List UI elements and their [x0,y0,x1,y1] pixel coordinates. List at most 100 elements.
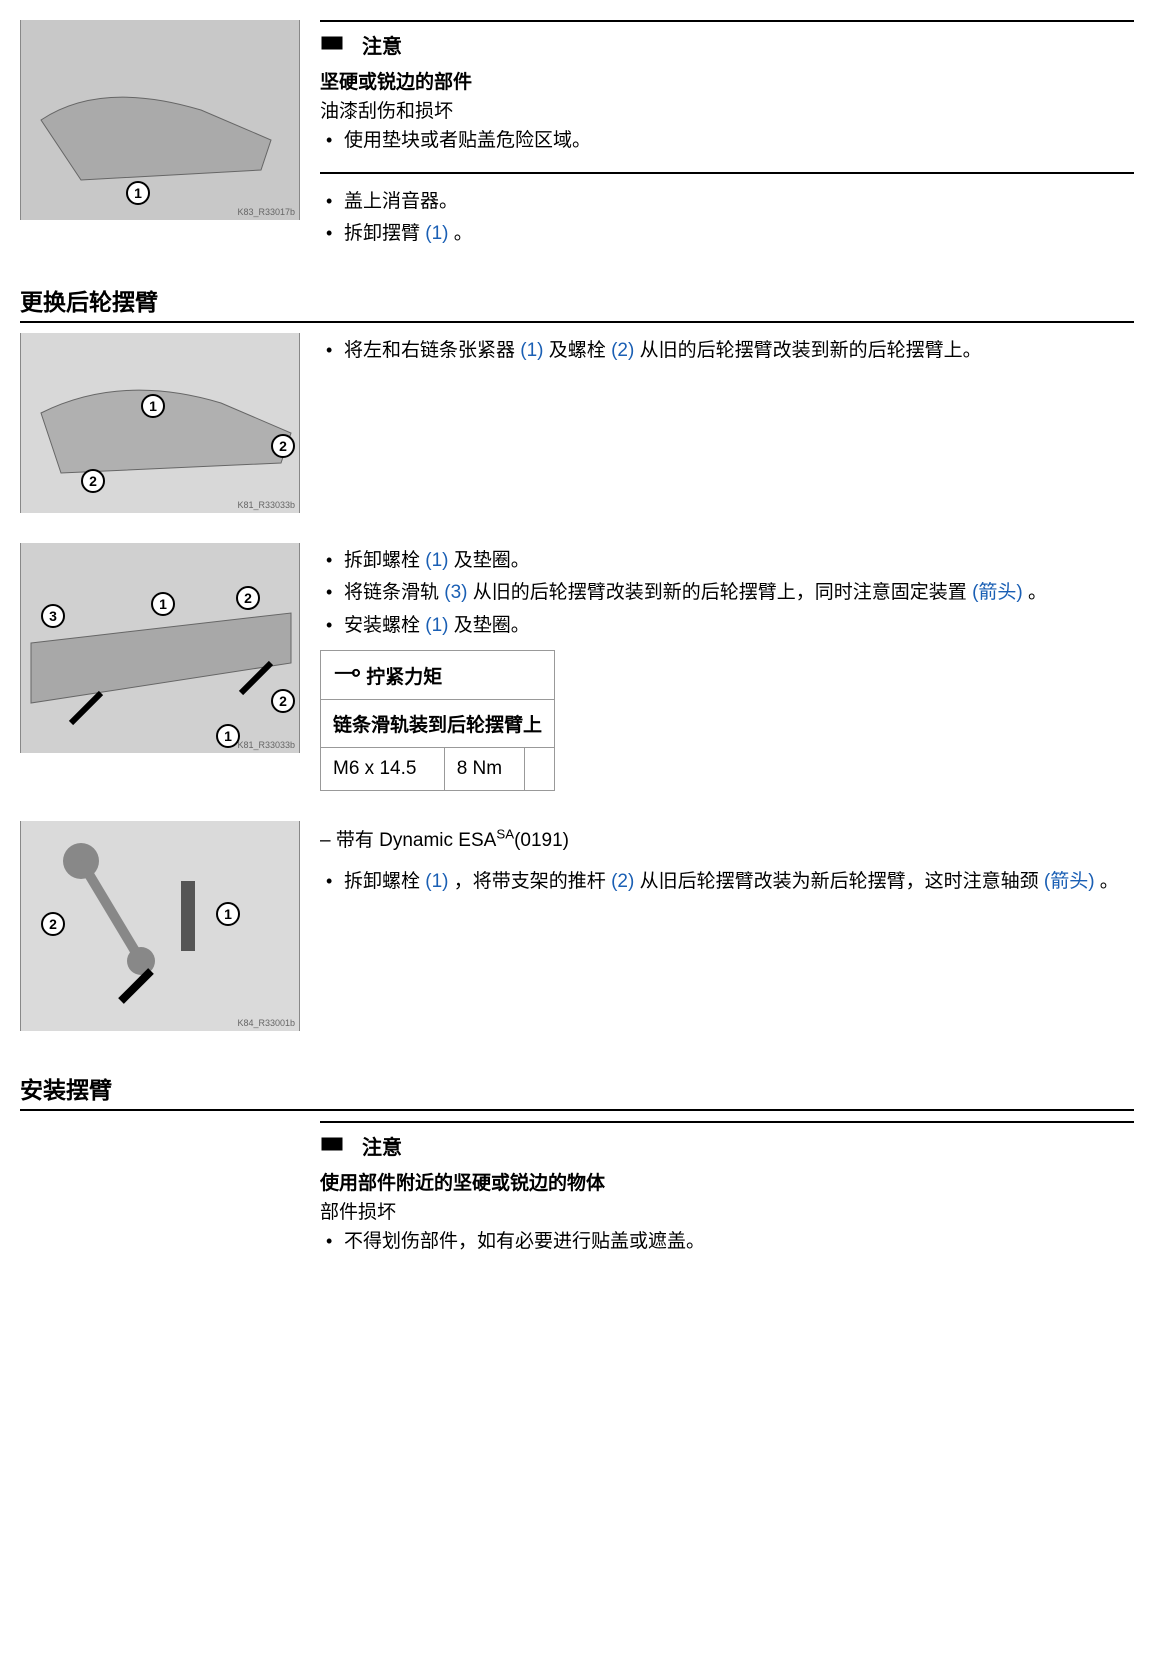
torque-value: 8 Nm [444,748,524,791]
section-1: 1 K83_R33017b 注意 坚硬或锐边的部件 油漆刮伤和损坏 使用垫块或者… [20,20,1134,253]
callout-1: 1 [151,592,175,616]
swingarm-illustration [21,20,299,220]
step-text: 拆卸螺栓 [344,550,425,571]
step-text: 。 [449,223,473,244]
step-text: 。 [1023,582,1047,603]
step-bullets: 拆卸螺栓 (1) ，将带支架的推杆 (2) 从旧后轮摆臂改装为新后轮摆臂，这时注… [320,868,1134,897]
notice-bullets: 使用垫块或者贴盖危险区域。 [320,127,1134,156]
image-column-empty [20,1121,300,1287]
step-bullets: 盖上消音器。 拆卸摆臂 (1) 。 [320,188,1134,249]
figure-pushrod: 2 1 K84_R33001b [20,821,300,1031]
callout-1: 1 [216,724,240,748]
swingarm-illustration [21,333,299,513]
callout-1: 1 [141,394,165,418]
notice-header: 注意 [320,1131,1134,1160]
step-text: 拆卸螺栓 [344,871,425,892]
step-bullets: 拆卸螺栓 (1) 及垫圈。 将链条滑轨 (3) 从旧的后轮摆臂改装到新的后轮摆臂… [320,547,1134,641]
ref-number: (2) [611,871,634,892]
content-column: 拆卸螺栓 (1) 及垫圈。 将链条滑轨 (3) 从旧的后轮摆臂改装到新的后轮摆臂… [320,543,1134,792]
ref-number: (3) [444,582,467,603]
callout-3: 3 [41,604,65,628]
step-text: 将链条滑轨 [344,582,444,603]
image-column: 2 1 K84_R33001b [20,821,300,1031]
callout-1: 1 [216,902,240,926]
notice-subtitle: 使用部件附近的坚硬或锐边的物体 [320,1168,1134,1195]
step-text: 安装螺栓 [344,615,425,636]
ref-number: (1) [425,615,448,636]
callout-2: 2 [81,469,105,493]
ref-number: (1) [425,550,448,571]
torque-header-text: 拧紧力矩 [366,667,442,688]
notice-box: 注意 坚硬或锐边的部件 油漆刮伤和损坏 使用垫块或者贴盖危险区域。 [320,20,1134,174]
step-item: 拆卸摆臂 (1) 。 [320,220,1134,249]
step-bullets: 将左和右链条张紧器 (1) 及螺栓 (2) 从旧的后轮摆臂改装到新的后轮摆臂上。 [320,337,1134,366]
figure-chain-rail: 3 1 2 2 1 K81_R33033b [20,543,300,753]
chain-rail-illustration [21,543,299,753]
callout-1: 1 [126,181,150,205]
ref-number: (1) [425,223,448,244]
notice-bullet: 不得划伤部件，如有必要进行贴盖或遮盖。 [320,1228,1134,1257]
torque-table: 拧紧力矩 链条滑轨装到后轮摆臂上 M6 x 14.5 8 Nm [320,650,555,791]
option-code: (0191) [514,830,569,851]
image-caption: K81_R33033b [237,740,295,750]
step-text: 及垫圈。 [449,615,530,636]
step-text: 从旧的后轮摆臂改装到新的后轮摆臂上。 [634,340,981,361]
torque-spec: M6 x 14.5 [321,748,445,791]
callout-2: 2 [236,586,260,610]
content-column: 注意 使用部件附近的坚硬或锐边的物体 部件损坏 不得划伤部件，如有必要进行贴盖或… [320,1121,1134,1287]
callout-2: 2 [271,434,295,458]
ref-number: (箭头) [1044,871,1095,892]
notice-description: 部件损坏 [320,1197,1134,1224]
step-item: 将左和右链条张紧器 (1) 及螺栓 (2) 从旧的后轮摆臂改装到新的后轮摆臂上。 [320,337,1134,366]
torque-icon [326,657,361,692]
option-text: – 带有 Dynamic ESA [320,830,496,851]
image-caption: K84_R33001b [237,1018,295,1028]
option-sup: SA [496,827,514,842]
caution-icon [320,35,350,55]
section-3: 3 1 2 2 1 K81_R33033b 拆卸螺栓 (1) 及垫圈。 将链条滑… [20,543,1134,792]
step-item: 盖上消音器。 [320,188,1134,217]
option-line: – 带有 Dynamic ESASA(0191) [320,825,1134,852]
caution-icon [320,1136,350,1156]
ref-number: (2) [611,340,634,361]
content-column: – 带有 Dynamic ESASA(0191) 拆卸螺栓 (1) ，将带支架的… [320,821,1134,1031]
notice-title: 注意 [362,30,402,59]
section-heading-replace: 更换后轮摆臂 [20,283,1134,323]
step-text: ，将带支架的推杆 [449,871,612,892]
callout-2: 2 [41,912,65,936]
ref-number: (箭头) [972,582,1023,603]
torque-header-cell: 拧紧力矩 [321,651,555,700]
step-text: 从旧后轮摆臂改装为新后轮摆臂，这时注意轴颈 [634,871,1044,892]
step-text: 拆卸摆臂 [344,223,425,244]
notice-header: 注意 [320,30,1134,59]
step-item: 安装螺栓 (1) 及垫圈。 [320,612,1134,641]
step-text: 及螺栓 [544,340,612,361]
image-column: 1 2 2 K81_R33033b [20,333,300,513]
step-text: 从旧的后轮摆臂改装到新的后轮摆臂上，同时注意固定装置 [468,582,973,603]
section-5: 注意 使用部件附近的坚硬或锐边的物体 部件损坏 不得划伤部件，如有必要进行贴盖或… [20,1121,1134,1287]
image-caption: K81_R33033b [237,500,295,510]
figure-swingarm-2: 1 2 2 K81_R33033b [20,333,300,513]
image-column: 1 K83_R33017b [20,20,300,253]
notice-title: 注意 [362,1131,402,1160]
torque-desc: 链条滑轨装到后轮摆臂上 [321,700,555,748]
notice-subtitle: 坚硬或锐边的部件 [320,67,1134,94]
image-caption: K83_R33017b [237,207,295,217]
step-text: 。 [1095,871,1119,892]
step-text: 将左和右链条张紧器 [344,340,520,361]
step-item: 将链条滑轨 (3) 从旧的后轮摆臂改装到新的后轮摆臂上，同时注意固定装置 (箭头… [320,579,1134,608]
torque-empty-cell [525,748,555,791]
section-4: 2 1 K84_R33001b – 带有 Dynamic ESASA(0191)… [20,821,1134,1031]
notice-bullets: 不得划伤部件，如有必要进行贴盖或遮盖。 [320,1228,1134,1257]
content-column: 注意 坚硬或锐边的部件 油漆刮伤和损坏 使用垫块或者贴盖危险区域。 盖上消音器。… [320,20,1134,253]
callout-2: 2 [271,689,295,713]
notice-description: 油漆刮伤和损坏 [320,96,1134,123]
ref-number: (1) [425,871,448,892]
step-text: 盖上消音器。 [344,191,458,212]
section-2: 1 2 2 K81_R33033b 将左和右链条张紧器 (1) 及螺栓 (2) … [20,333,1134,513]
ref-number: (1) [520,340,543,361]
step-item: 拆卸螺栓 (1) ，将带支架的推杆 (2) 从旧后轮摆臂改装为新后轮摆臂，这时注… [320,868,1134,897]
image-column: 3 1 2 2 1 K81_R33033b [20,543,300,792]
content-column: 将左和右链条张紧器 (1) 及螺栓 (2) 从旧的后轮摆臂改装到新的后轮摆臂上。 [320,333,1134,513]
step-item: 拆卸螺栓 (1) 及垫圈。 [320,547,1134,576]
